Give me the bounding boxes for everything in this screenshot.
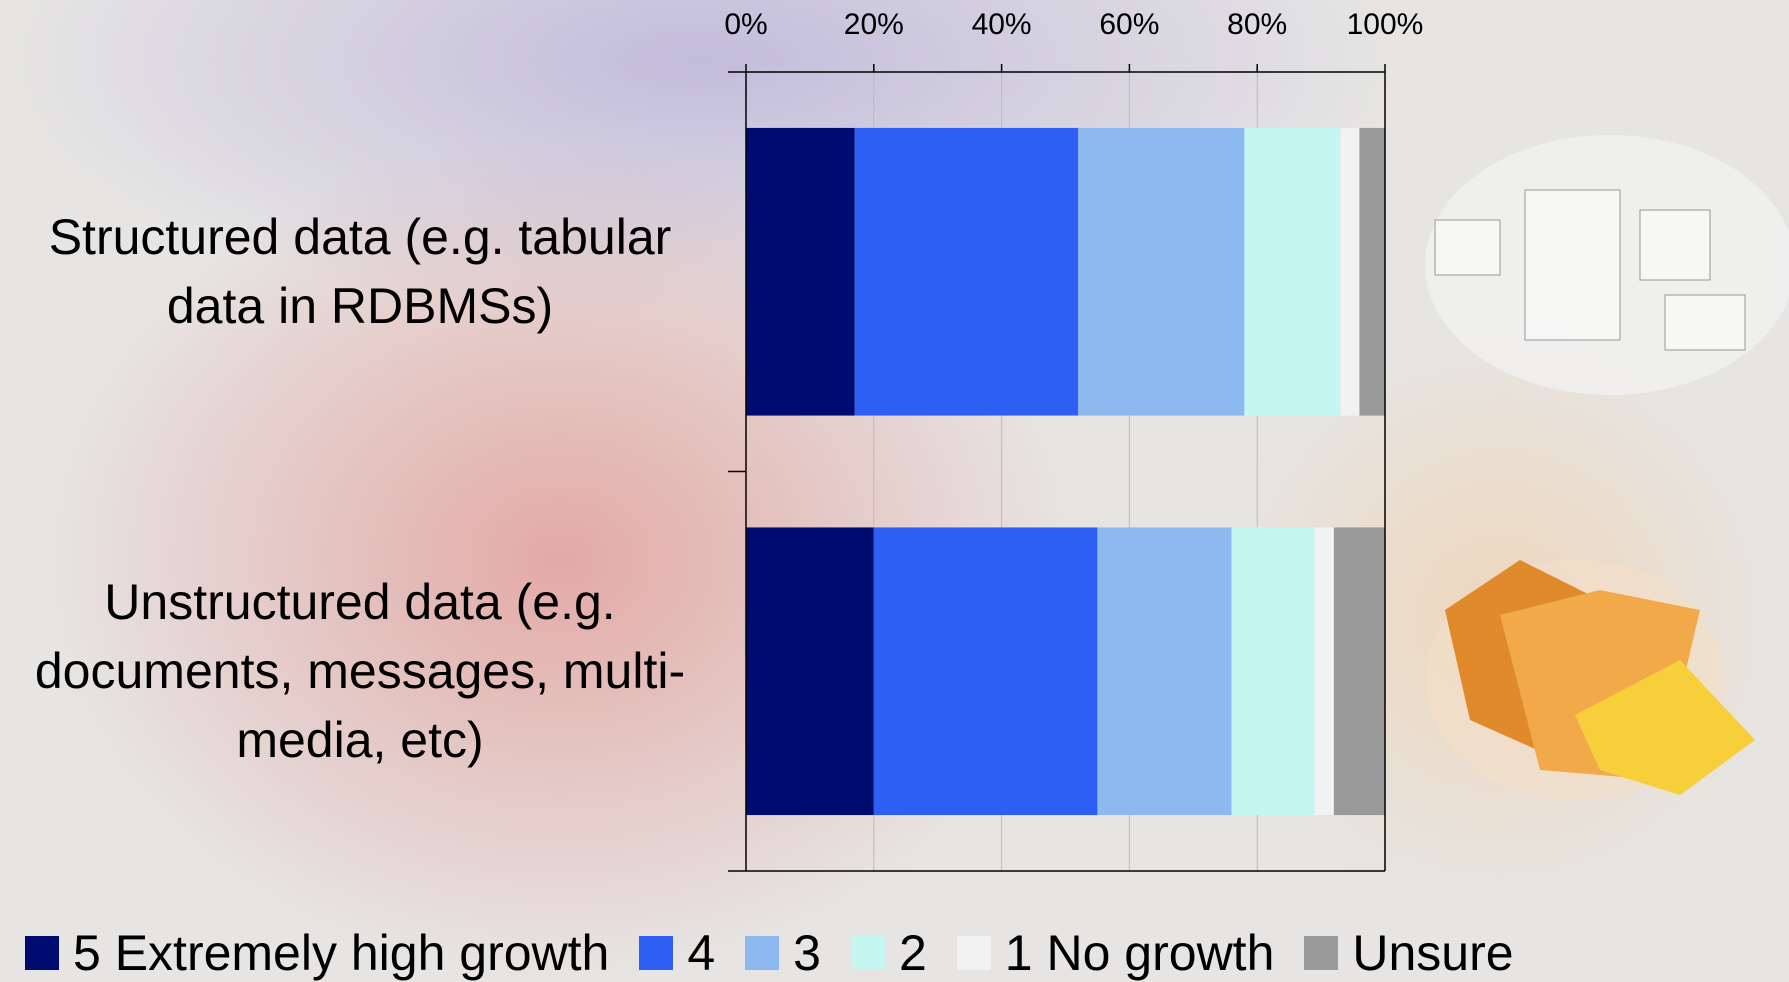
legend-label: 5 Extremely high growth (73, 925, 610, 981)
legend-swatch (639, 936, 674, 970)
legend-item: 3 (745, 924, 821, 982)
legend-label: Unsure (1352, 925, 1514, 981)
x-tick-label: 100% (1347, 8, 1424, 41)
bar-segment (873, 527, 1098, 816)
category-label: Unstructured data (e.g. documents, messa… (34, 573, 686, 768)
legend-swatch (956, 936, 991, 970)
legend-item: 1 No growth (956, 924, 1275, 982)
legend: 5 Extremely high growth 4 3 2 1 No growth Uns… (25, 924, 1544, 982)
decor-folders (1425, 560, 1755, 800)
legend-item: Unsure (1304, 924, 1514, 982)
bar-segment (1359, 127, 1385, 416)
legend-item: 4 (639, 924, 715, 982)
bar-segment (746, 127, 855, 416)
legend-swatch (850, 936, 885, 970)
x-tick-label: 80% (1227, 8, 1287, 41)
x-tick-label: 20% (844, 8, 904, 41)
legend-swatch (25, 936, 59, 970)
bar-segment (854, 127, 1079, 416)
legend-label: 2 (898, 925, 927, 981)
x-tick-label: 40% (972, 8, 1032, 41)
legend-label: 4 (687, 925, 716, 981)
bar-segment (1340, 127, 1360, 416)
bar-segment (1231, 527, 1315, 816)
bar-segment (1097, 527, 1232, 816)
category-label: Structured data (e.g. tabular data in RD… (48, 208, 672, 334)
bar-segment (1333, 527, 1385, 816)
x-tick-label: 60% (1099, 8, 1159, 41)
decor-diagram (1425, 135, 1789, 395)
legend-item: 2 (850, 924, 927, 982)
legend-swatch (1304, 936, 1339, 970)
bar-segment (1078, 127, 1245, 416)
legend-label: 1 No growth (1004, 925, 1275, 981)
legend-item: 5 Extremely high growth (25, 924, 609, 982)
bar-segment (1244, 127, 1341, 416)
legend-label: 3 (793, 925, 821, 981)
x-tick-label: 0% (724, 8, 767, 41)
bar-segment (746, 527, 874, 816)
legend-swatch (745, 936, 780, 970)
bar-segment (1314, 527, 1334, 816)
